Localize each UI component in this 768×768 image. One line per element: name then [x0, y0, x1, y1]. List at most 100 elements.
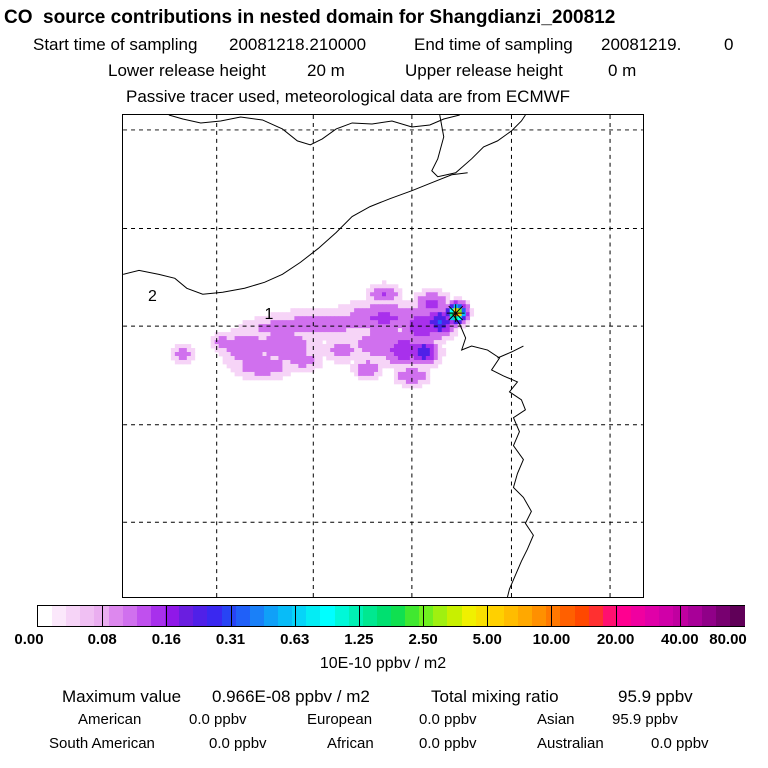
- plume-cell: [234, 332, 239, 337]
- plume-cell: [366, 340, 371, 345]
- plume-cell: [389, 312, 395, 317]
- plume-cell: [234, 336, 239, 341]
- plume-cell: [421, 359, 427, 365]
- plume-cell: [318, 344, 323, 349]
- plume-cell: [318, 340, 323, 345]
- plume-cell: [274, 352, 279, 357]
- plume-cell: [437, 300, 443, 305]
- plume-cell: [393, 284, 399, 289]
- colorbar-swatch: [94, 606, 110, 626]
- plume-cell: [401, 316, 407, 321]
- plume-cell: [413, 363, 419, 369]
- plume-cell: [425, 367, 431, 373]
- plume-cell: [409, 340, 415, 345]
- plume-cell: [441, 296, 447, 301]
- plume-cell: [401, 308, 407, 313]
- colorbar-swatch: [207, 606, 223, 626]
- plume-cell: [314, 320, 319, 325]
- plume-cell: [421, 340, 427, 345]
- plume-cell: [397, 296, 403, 301]
- plume-cell: [413, 312, 419, 317]
- plume-cell: [294, 340, 299, 345]
- plume-cell: [266, 328, 271, 333]
- colorbar-swatch: [80, 606, 96, 626]
- plume-cell: [374, 284, 379, 289]
- plume-cell: [362, 328, 367, 333]
- plume-cell: [417, 356, 423, 361]
- plume-cell: [262, 324, 267, 329]
- plume-cell: [425, 312, 431, 317]
- plume-cell: [242, 328, 247, 333]
- plume-cell: [282, 356, 287, 361]
- region-value-african: 0.0 ppbv: [419, 735, 477, 752]
- plume-cell: [397, 379, 403, 385]
- plume-cell: [441, 300, 447, 305]
- plume-cell: [222, 348, 228, 353]
- plume-cell: [366, 324, 371, 329]
- plume-cell: [314, 348, 319, 353]
- plume-cell: [354, 344, 359, 349]
- plume-cell: [401, 344, 407, 349]
- plume-cell: [310, 340, 315, 345]
- plume-cell: [437, 324, 443, 329]
- plume-cell: [318, 356, 323, 361]
- plume-cell: [266, 367, 271, 373]
- plume-cell: [389, 284, 395, 289]
- plume-cell: [409, 371, 415, 377]
- plume-cell: [330, 328, 335, 333]
- plume-cell: [302, 308, 307, 313]
- plume-cell: [274, 371, 279, 377]
- plume-cell: [218, 344, 224, 349]
- plume-cell: [302, 348, 307, 353]
- plume-cell: [397, 340, 403, 345]
- plume-cell: [310, 359, 315, 365]
- plume-cell: [330, 340, 335, 345]
- plume-cell: [393, 363, 399, 369]
- plume-cell: [318, 308, 323, 313]
- plume-cell: [385, 336, 391, 341]
- plume-cell: [350, 324, 355, 329]
- plume-cell: [342, 332, 347, 337]
- colorbar-divider: [615, 606, 617, 626]
- plume-cell: [397, 300, 403, 305]
- plume-cell: [354, 356, 359, 361]
- plume-cell: [409, 308, 415, 313]
- plume-cell: [306, 348, 311, 353]
- plume-cell: [389, 328, 395, 333]
- plume-cell: [393, 300, 399, 305]
- colorbar-swatch: [263, 606, 279, 626]
- plume-cell: [401, 375, 407, 381]
- plume-cell: [262, 359, 267, 365]
- plume-cell: [366, 371, 371, 377]
- plume-cell: [425, 336, 431, 341]
- plume-cell: [266, 340, 271, 345]
- plume-cell: [453, 328, 459, 333]
- plume-cell: [374, 363, 379, 369]
- plume-cell: [290, 352, 295, 357]
- plume-cell: [385, 328, 391, 333]
- plume-cell: [362, 367, 367, 373]
- plume-cell: [421, 308, 427, 313]
- plume-cell: [405, 340, 411, 345]
- plume-cell: [286, 352, 291, 357]
- plume-cell: [449, 320, 455, 325]
- plume-cell: [397, 288, 403, 293]
- plume-cell: [338, 332, 343, 337]
- plume-cell: [250, 359, 255, 365]
- plume-cell: [234, 359, 239, 365]
- plume-cell: [238, 348, 243, 353]
- colorbar-swatch: [645, 606, 660, 626]
- plume-cell: [441, 328, 447, 333]
- plume-cell: [362, 336, 367, 341]
- plume-cell: [362, 312, 367, 317]
- plume-cell: [382, 356, 387, 361]
- plume-cell: [286, 320, 291, 325]
- plume-cell: [413, 383, 419, 389]
- plume-cell: [417, 348, 423, 353]
- plume-cell: [262, 371, 267, 377]
- plume-cell: [433, 356, 439, 361]
- plume-cell: [342, 324, 347, 329]
- plume-cell: [234, 352, 239, 357]
- plume-cell: [222, 356, 228, 361]
- plume-cell: [238, 328, 243, 333]
